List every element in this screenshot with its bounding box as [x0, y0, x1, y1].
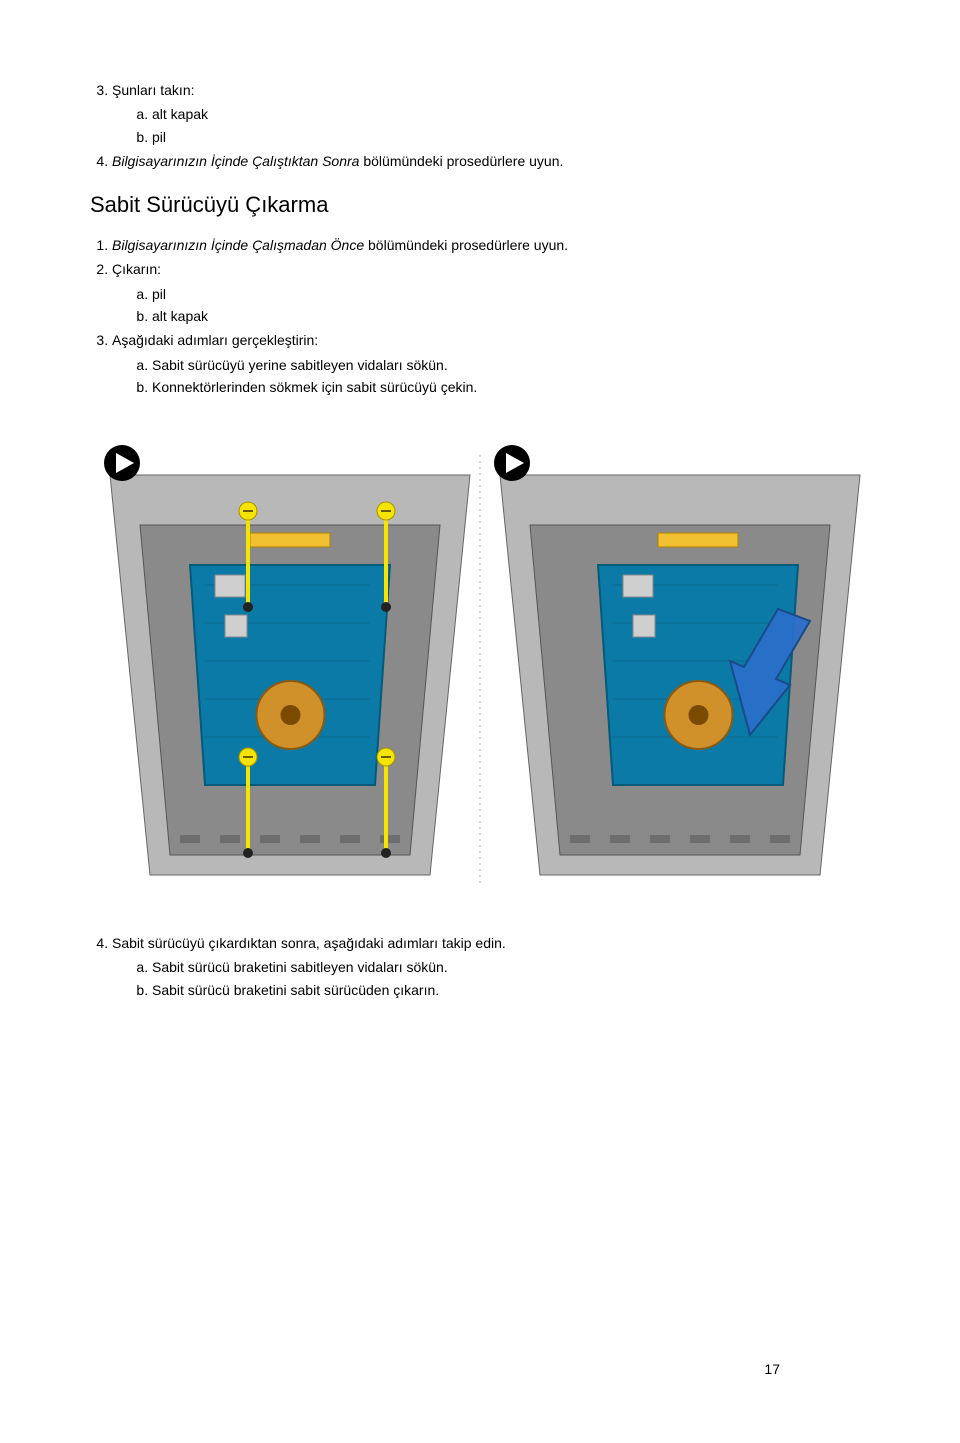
list-item: Çıkarın: pil alt kapak: [112, 259, 870, 326]
sublist-item: Konnektörlerinden sökmek için sabit sürü…: [152, 377, 870, 397]
list-item-suffix: bölümündeki prosedürlere uyun.: [364, 237, 568, 253]
sublist-item: Sabit sürücü braketini sabitleyen vidala…: [152, 957, 870, 977]
list-item: Aşağıdaki adımları gerçekleştirin: Sabit…: [112, 330, 870, 397]
sublist: alt kapak pil: [140, 104, 870, 147]
sublist-item: Sabit sürücüyü yerine sabitleyen vidalar…: [152, 355, 870, 375]
after-figure-list: Sabit sürücüyü çıkardıktan sonra, aşağıd…: [90, 933, 870, 1000]
sublist: Sabit sürücü braketini sabitleyen vidala…: [140, 957, 870, 1000]
sublist-item: alt kapak: [152, 306, 870, 326]
hard-drive-removal-figure: [90, 415, 870, 915]
pre-heading-list: Şunları takın: alt kapak pil Bilgisayarı…: [90, 80, 870, 171]
sublist: Sabit sürücüyü yerine sabitleyen vidalar…: [140, 355, 870, 398]
list-item-label: Çıkarın:: [112, 261, 161, 277]
list-item: Şunları takın: alt kapak pil: [112, 80, 870, 147]
list-item-label: Şunları takın:: [112, 82, 195, 98]
section-heading: Sabit Sürücüyü Çıkarma: [90, 189, 870, 221]
main-list: Bilgisayarınızın İçinde Çalışmadan Önce …: [90, 235, 870, 397]
list-item: Bilgisayarınızın İçinde Çalıştıktan Sonr…: [112, 151, 870, 171]
sublist-item: Sabit sürücü braketini sabit sürücüden ç…: [152, 980, 870, 1000]
list-item-suffix: bölümündeki prosedürlere uyun.: [359, 153, 563, 169]
list-item-italic: Bilgisayarınızın İçinde Çalıştıktan Sonr…: [112, 153, 359, 169]
sublist-item: pil: [152, 284, 870, 304]
page-number: 17: [764, 1359, 780, 1379]
list-item: Bilgisayarınızın İçinde Çalışmadan Önce …: [112, 235, 870, 255]
list-item-label: Aşağıdaki adımları gerçekleştirin:: [112, 332, 318, 348]
list-item-label: Sabit sürücüyü çıkardıktan sonra, aşağıd…: [112, 935, 506, 951]
figure-svg: [90, 415, 870, 915]
list-item: Sabit sürücüyü çıkardıktan sonra, aşağıd…: [112, 933, 870, 1000]
sublist-item: pil: [152, 127, 870, 147]
sublist: pil alt kapak: [140, 284, 870, 327]
list-item-italic: Bilgisayarınızın İçinde Çalışmadan Önce: [112, 237, 364, 253]
sublist-item: alt kapak: [152, 104, 870, 124]
